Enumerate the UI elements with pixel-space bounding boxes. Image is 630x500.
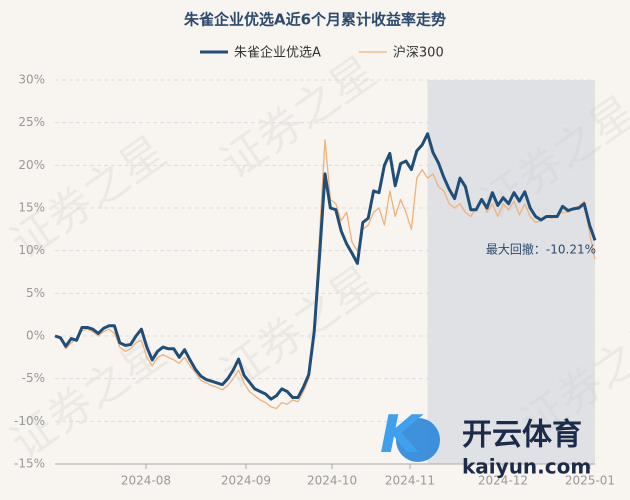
x-tick-label: 2024-10 [307, 474, 357, 488]
x-tick-label: 2024-11 [385, 474, 435, 488]
logo-text: 开云体育 [462, 418, 582, 453]
logo-ball [396, 418, 440, 462]
series-line [54, 132, 597, 401]
y-tick-label: 20% [18, 158, 45, 172]
chart-title: 朱雀企业优选A近6个月累计收益率走势 [184, 11, 446, 29]
y-tick-label: -5% [22, 371, 45, 385]
y-tick-label: -15% [14, 457, 45, 471]
x-tick-label: 2024-09 [221, 474, 271, 488]
y-tick-label: 15% [18, 201, 45, 215]
logo-k: K [380, 405, 424, 465]
drawdown-area [427, 80, 595, 464]
y-tick-label: 10% [18, 243, 45, 257]
series-line [54, 139, 596, 410]
annotation: 最大回撤：-10.21% [486, 242, 596, 257]
y-tick-label: 5% [26, 286, 45, 300]
x-tick-label: 2024-08 [121, 474, 171, 488]
logo-url: kaiyun.com [462, 455, 591, 479]
y-tick-label: -10% [14, 414, 45, 428]
x-tick-label: 2024-12 [478, 474, 528, 488]
y-tick-label: 0% [26, 329, 45, 343]
y-tick-label: 25% [18, 115, 45, 129]
legend-label: 朱雀企业优选A [234, 45, 321, 61]
legend-label: 沪深300 [393, 45, 444, 61]
x-tick-label: 2025-01 [565, 474, 615, 488]
y-tick-label: 30% [18, 73, 45, 87]
